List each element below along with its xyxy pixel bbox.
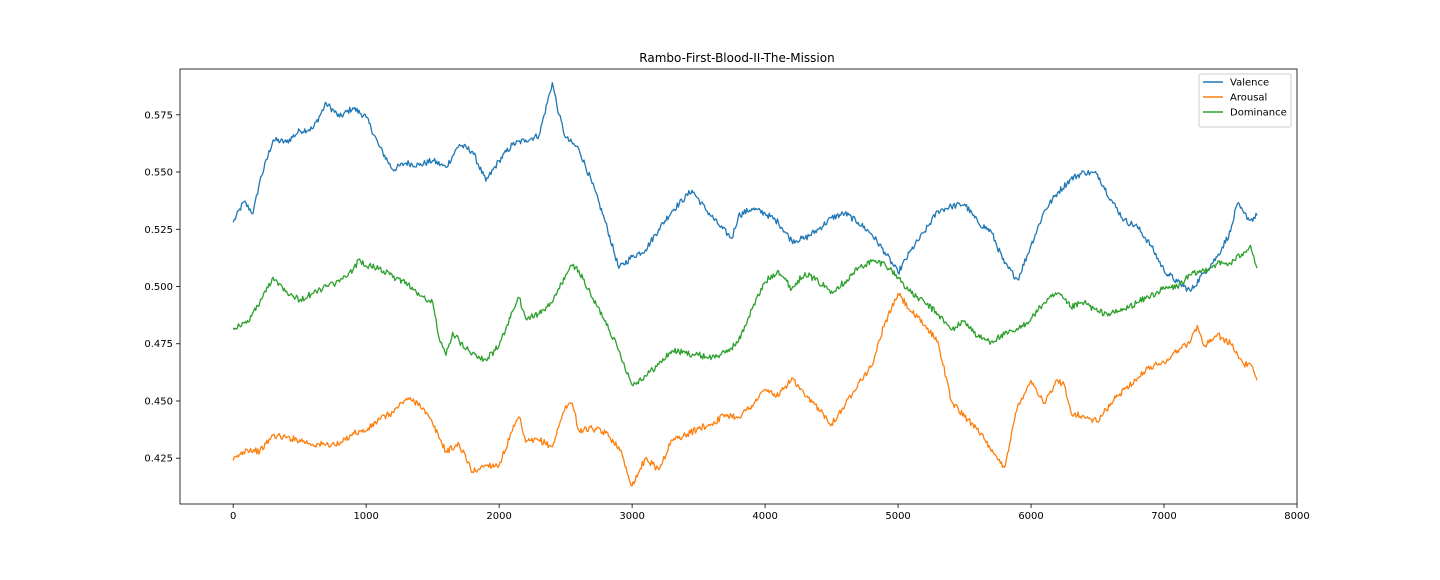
series-line-valence <box>232 82 1258 292</box>
y-tick-label: 0.425 <box>144 454 173 465</box>
x-tick-label: 1000 <box>353 511 378 522</box>
x-tick-label: 8000 <box>1284 511 1309 522</box>
x-tick-label: 4000 <box>752 511 777 522</box>
x-tick-label: 7000 <box>1151 511 1176 522</box>
legend: Valence Arousal Dominance <box>1198 73 1292 128</box>
x-tick-label: 6000 <box>1018 511 1043 522</box>
legend-label-dominance: Dominance <box>1230 108 1287 119</box>
series-line-dominance <box>232 244 1258 387</box>
x-tick-label: 0 <box>230 511 236 522</box>
x-tick-label: 3000 <box>619 511 644 522</box>
y-tick-label: 0.525 <box>144 225 173 236</box>
x-tick-label: 5000 <box>885 511 910 522</box>
y-tick-label: 0.450 <box>144 396 173 407</box>
y-tick-label: 0.575 <box>144 110 173 121</box>
legend-box <box>1198 73 1292 128</box>
y-tick-label: 0.550 <box>144 168 173 179</box>
legend-label-arousal: Arousal <box>1230 93 1267 104</box>
plot-area: 0 1000 2000 3000 4000 5000 6000 7000 8000 0.425 0.… <box>144 68 1310 522</box>
chart-title: Rambo-First-Blood-II-The-Mission <box>639 51 834 65</box>
series-line-arousal <box>232 292 1258 487</box>
y-tick-label: 0.475 <box>144 339 173 350</box>
x-tick-label: 2000 <box>486 511 511 522</box>
y-tick-label: 0.500 <box>144 282 173 293</box>
legend-label-valence: Valence <box>1230 78 1269 89</box>
